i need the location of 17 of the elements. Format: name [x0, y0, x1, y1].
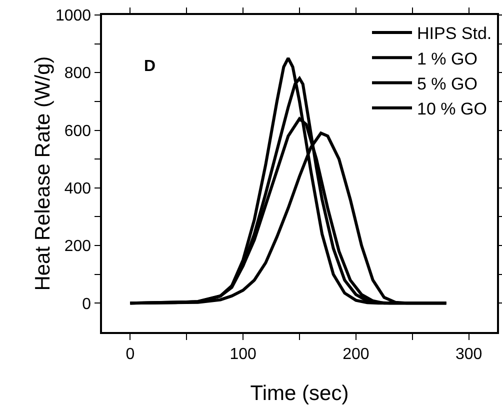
y-tick-label: 600: [64, 122, 92, 140]
legend-label: HIPS Std.: [417, 24, 492, 44]
x-tick-label: 100: [230, 346, 257, 363]
x-tick-label: 0: [126, 346, 135, 363]
y-axis-title: Heat Release Rate (W/g): [32, 56, 54, 291]
annotation: D: [144, 58, 156, 75]
x-axis-title: Time (sec): [250, 382, 349, 405]
legend-label: 1 % GO: [417, 49, 478, 68]
y-tick-label: 400: [64, 180, 92, 198]
legend-label: 10 % GO: [417, 99, 487, 118]
y-tick-label: 200: [64, 238, 92, 256]
x-tick-label: 200: [342, 346, 370, 363]
x-tick-label: 300: [455, 346, 482, 363]
legend-label: 5 % GO: [417, 74, 478, 94]
y-tick-label: 1000: [55, 8, 92, 25]
y-tick-label: 800: [64, 65, 92, 82]
y-tick-label: 0: [82, 296, 92, 313]
